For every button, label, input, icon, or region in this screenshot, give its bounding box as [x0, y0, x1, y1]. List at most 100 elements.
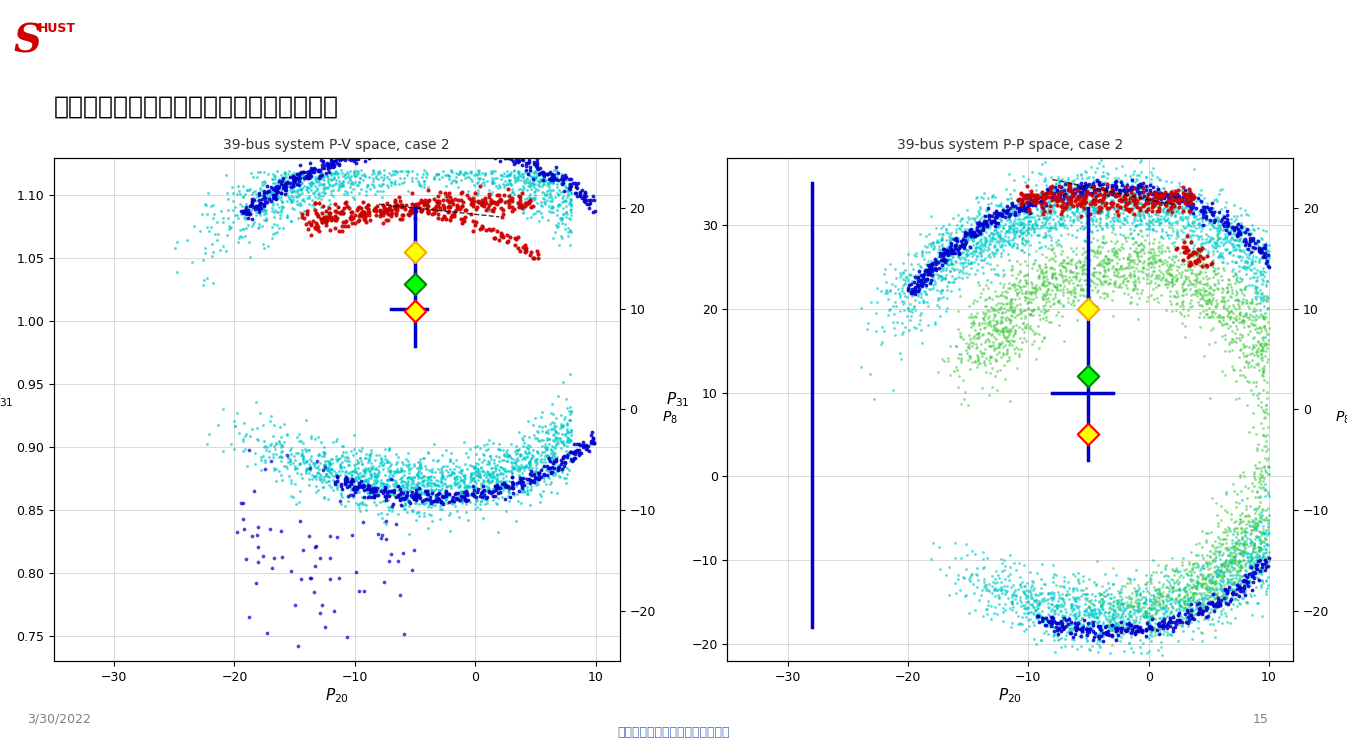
Point	[525, 459, 547, 471]
Point	[1045, 223, 1067, 235]
Point	[255, 214, 276, 226]
Point	[1153, 210, 1175, 222]
Point	[1037, 593, 1059, 605]
Point	[259, 191, 280, 203]
Point	[1167, 565, 1188, 577]
Point	[354, 211, 376, 223]
Point	[1188, 587, 1210, 599]
Point	[1228, 518, 1250, 530]
Point	[921, 267, 943, 279]
Point	[936, 245, 958, 257]
Point	[409, 488, 431, 500]
Point	[1111, 593, 1133, 605]
Point	[1154, 602, 1176, 614]
Point	[1199, 576, 1220, 588]
Point	[983, 582, 1005, 594]
Point	[529, 496, 551, 508]
Point	[1109, 184, 1130, 196]
Point	[519, 446, 540, 458]
Point	[1149, 598, 1171, 610]
Point	[1156, 275, 1177, 287]
Point	[1223, 228, 1245, 240]
Point	[1169, 593, 1191, 605]
Point	[1070, 191, 1091, 203]
Point	[974, 321, 995, 333]
Point	[1032, 189, 1053, 201]
Point	[407, 466, 428, 478]
Point	[1059, 182, 1080, 195]
Point	[1243, 473, 1265, 485]
Point	[1142, 162, 1164, 174]
Point	[511, 187, 532, 199]
Point	[1083, 619, 1105, 631]
Point	[1088, 176, 1110, 188]
Point	[486, 472, 508, 484]
Point	[1118, 253, 1140, 265]
Point	[977, 219, 998, 231]
Point	[1208, 221, 1230, 233]
Text: 15: 15	[1253, 713, 1269, 726]
Point	[1179, 183, 1200, 195]
Point	[1137, 270, 1158, 282]
Point	[1100, 198, 1122, 210]
Point	[1092, 590, 1114, 602]
Point	[1191, 525, 1212, 537]
Point	[951, 273, 973, 285]
Point	[364, 477, 385, 489]
Point	[1253, 429, 1274, 441]
Point	[1153, 620, 1175, 632]
Point	[1226, 315, 1247, 327]
Point	[1183, 578, 1204, 590]
Point	[981, 351, 1002, 363]
Point	[498, 487, 520, 499]
Point	[247, 171, 268, 183]
Point	[256, 207, 277, 219]
Point	[380, 179, 401, 191]
Point	[931, 237, 952, 249]
Point	[1167, 584, 1188, 596]
Point	[1210, 593, 1231, 605]
Point	[1022, 325, 1044, 337]
Point	[1255, 445, 1277, 457]
Point	[979, 357, 1001, 369]
Point	[511, 471, 532, 483]
Point	[449, 493, 470, 505]
Point	[1106, 263, 1127, 275]
Point	[1219, 584, 1241, 596]
Point	[1034, 213, 1056, 225]
Point	[505, 173, 527, 185]
Point	[1154, 246, 1176, 258]
Point	[497, 448, 519, 460]
Point	[341, 207, 362, 219]
Point	[325, 478, 346, 490]
Point	[1233, 293, 1254, 305]
Point	[453, 494, 474, 506]
Point	[1156, 590, 1177, 602]
Point	[554, 223, 575, 235]
Point	[385, 518, 407, 530]
Point	[1122, 284, 1144, 296]
Point	[1239, 228, 1261, 240]
Point	[1125, 611, 1146, 623]
Point	[1090, 205, 1111, 217]
Point	[1187, 598, 1208, 610]
Point	[303, 201, 325, 213]
Point	[1006, 255, 1028, 267]
Point	[911, 269, 932, 281]
Point	[1242, 408, 1263, 420]
Point	[1130, 603, 1152, 615]
Point	[1039, 207, 1060, 219]
Point	[1034, 280, 1056, 292]
Point	[1165, 562, 1187, 574]
Point	[314, 187, 335, 199]
Point	[570, 439, 591, 451]
Point	[539, 166, 560, 178]
Point	[938, 355, 959, 367]
Point	[1188, 258, 1210, 270]
Point	[939, 219, 960, 231]
Point	[986, 206, 1008, 218]
Point	[427, 212, 449, 224]
Point	[977, 282, 998, 294]
Point	[411, 496, 432, 508]
Point	[379, 460, 400, 472]
